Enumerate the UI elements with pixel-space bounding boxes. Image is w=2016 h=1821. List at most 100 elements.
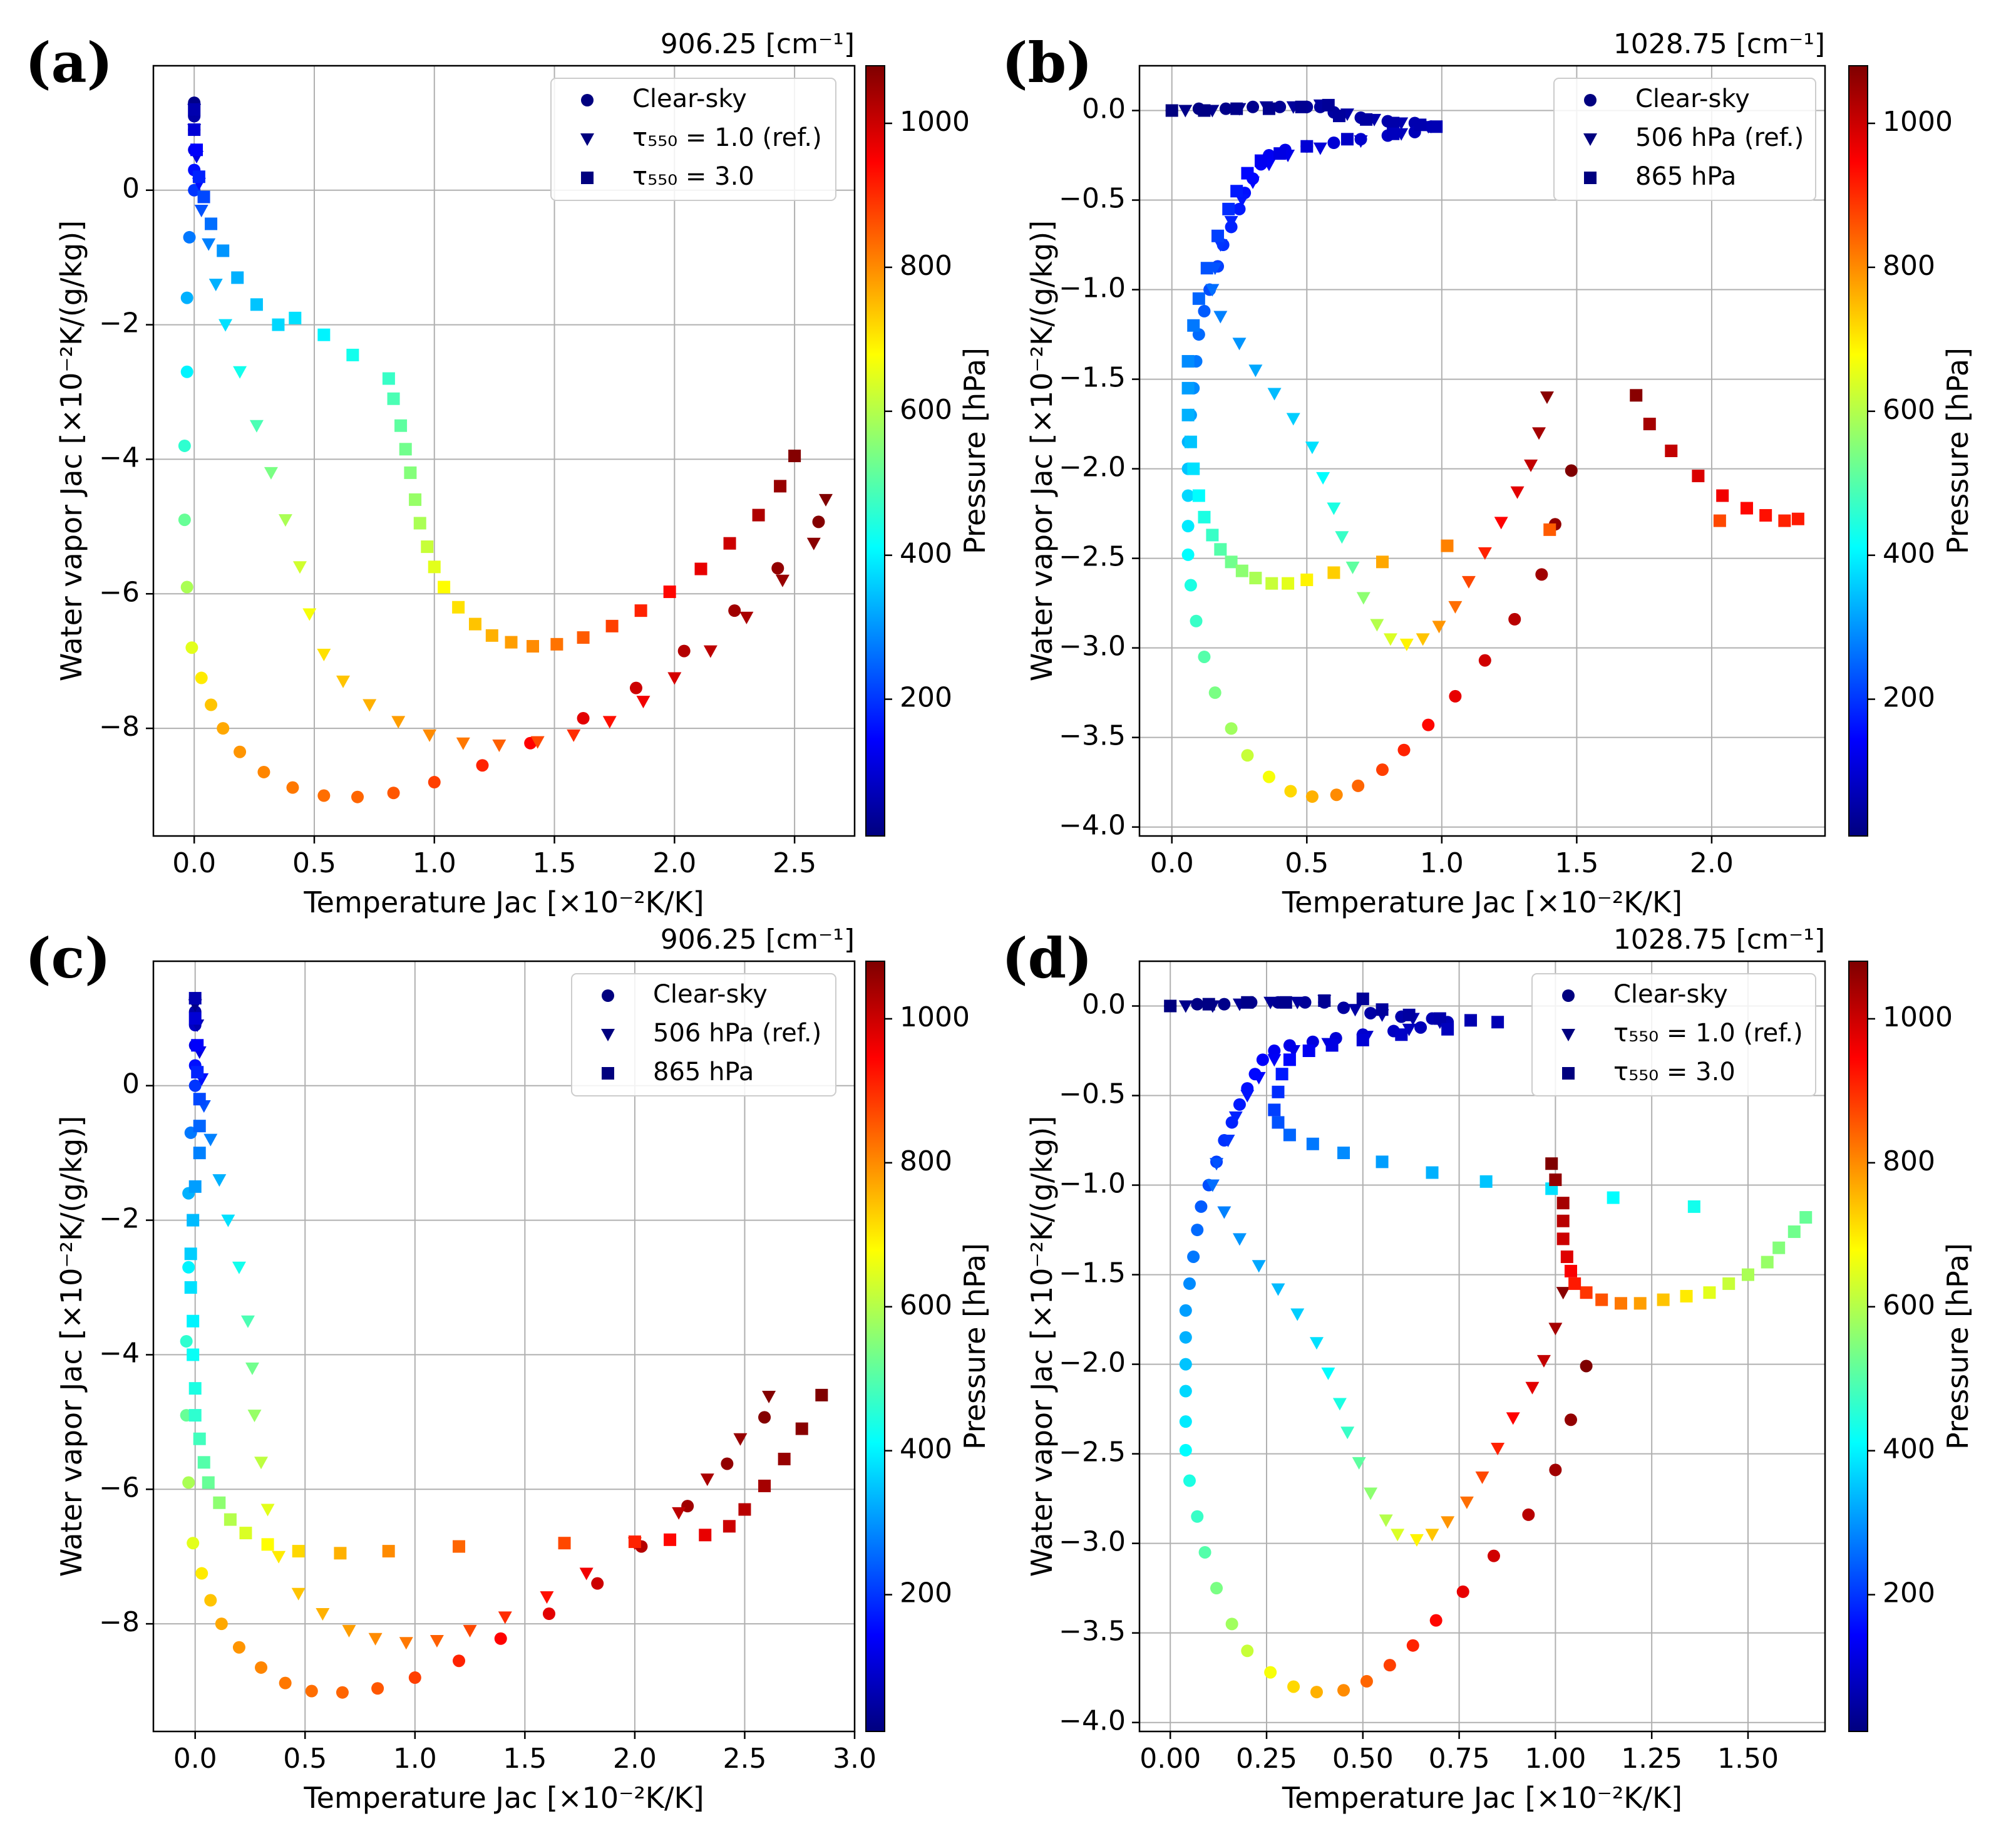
data-point xyxy=(1183,1277,1196,1290)
data-point xyxy=(1414,1021,1427,1034)
data-point xyxy=(190,143,203,157)
legend-entry: 506 hPa (ref.) xyxy=(1635,123,1804,152)
series-circle xyxy=(1164,996,1593,1699)
data-point xyxy=(1426,1166,1439,1179)
data-point xyxy=(1441,1516,1455,1529)
data-point xyxy=(1545,1157,1558,1170)
data-point xyxy=(628,1535,641,1549)
data-point xyxy=(1200,262,1213,275)
data-point xyxy=(1383,633,1397,646)
legend-entry: 865 hPa xyxy=(1635,162,1736,191)
data-point xyxy=(1406,1639,1419,1652)
data-point xyxy=(1190,614,1203,627)
y-tick-label: −2.0 xyxy=(1059,1347,1126,1379)
y-tick-label: −2.5 xyxy=(1059,541,1126,573)
data-point xyxy=(1290,996,1305,1009)
data-point xyxy=(247,1410,262,1423)
wavenumber-title: 1028.75 [cm⁻¹] xyxy=(1613,28,1825,60)
data-point xyxy=(1198,510,1211,524)
data-point xyxy=(212,1174,227,1187)
data-point xyxy=(1387,116,1400,130)
data-point xyxy=(468,617,481,631)
data-point xyxy=(197,1456,210,1469)
data-point xyxy=(1249,572,1262,585)
x-tick-label: 1.0 xyxy=(393,1743,437,1775)
data-point xyxy=(1224,215,1238,229)
data-point xyxy=(1283,1128,1296,1142)
x-tick-label: 0.5 xyxy=(292,847,336,879)
data-point xyxy=(1535,568,1548,581)
data-point xyxy=(1228,1111,1243,1124)
data-point xyxy=(421,540,434,554)
data-point xyxy=(1241,996,1254,1009)
data-point xyxy=(1395,1028,1408,1041)
data-point xyxy=(1284,785,1297,798)
data-point xyxy=(1391,1529,1405,1542)
data-point xyxy=(382,372,395,385)
data-point xyxy=(1376,763,1389,776)
data-point xyxy=(577,712,590,725)
data-point xyxy=(1225,555,1238,569)
data-point xyxy=(188,1409,202,1422)
data-point xyxy=(1657,1293,1670,1306)
legend-marker-square xyxy=(602,1067,614,1080)
colorbar-tick-label: 800 xyxy=(900,250,952,282)
data-point xyxy=(700,1473,714,1487)
data-point xyxy=(1448,601,1463,614)
data-point xyxy=(1179,1331,1192,1344)
data-point xyxy=(1187,1250,1200,1263)
data-point xyxy=(1364,1487,1378,1500)
data-point xyxy=(1787,1225,1801,1238)
legend-entry: τ₅₅₀ = 3.0 xyxy=(632,162,754,191)
y-axis-label: Water vapor Jac [×10⁻²K/(g/kg)] xyxy=(54,1116,88,1577)
y-tick-label: −4.0 xyxy=(1059,810,1126,842)
y-tick-label: −1.5 xyxy=(1059,362,1126,394)
data-point xyxy=(1271,1283,1285,1296)
wavenumber-title: 1028.75 [cm⁻¹] xyxy=(1613,924,1825,956)
data-point xyxy=(494,1632,507,1645)
data-point xyxy=(278,514,292,527)
x-tick-label: 2.5 xyxy=(773,847,816,879)
data-point xyxy=(1402,1023,1416,1036)
data-point xyxy=(399,443,412,456)
data-point xyxy=(1230,102,1243,115)
x-tick-label: 0.0 xyxy=(172,847,216,879)
data-point xyxy=(1568,1277,1581,1290)
data-point xyxy=(363,699,377,712)
series-triangle xyxy=(1178,994,1570,1547)
data-point xyxy=(1225,1617,1238,1631)
data-point xyxy=(195,671,208,684)
data-point xyxy=(774,480,787,493)
data-point xyxy=(558,1537,571,1550)
data-point xyxy=(187,1537,200,1550)
colorbar-tick-label: 400 xyxy=(900,538,952,570)
legend-entry: Clear-sky xyxy=(1635,85,1750,113)
data-point xyxy=(404,466,417,479)
legend-box xyxy=(571,973,836,1096)
x-tick-label: 2.5 xyxy=(723,1743,766,1775)
data-point xyxy=(1580,1359,1593,1373)
data-point xyxy=(428,776,441,789)
panel-2: (b) 1028.75 [cm⁻¹] 0.0 0.5 1.0 1.5 2.0 −4.0 −3.5… xyxy=(1002,28,1975,919)
y-axis-label: Water vapor Jac [×10⁻²K/(g/kg)] xyxy=(1025,1116,1059,1577)
y-tick-label: −2.5 xyxy=(1059,1437,1126,1468)
data-point xyxy=(1478,654,1491,667)
panel-label: (d) xyxy=(1002,926,1093,991)
data-point xyxy=(317,328,331,341)
data-point xyxy=(1225,722,1238,735)
data-point xyxy=(1327,566,1340,579)
data-point xyxy=(1179,1304,1192,1317)
x-tick-label: 0.5 xyxy=(283,1743,327,1775)
legend: Clear-sky τ₅₅₀ = 1.0 (ref.) τ₅₅₀ = 3.0 xyxy=(550,78,836,201)
data-point xyxy=(391,716,406,729)
data-points xyxy=(1164,993,1813,1699)
x-tick-label: 0.0 xyxy=(173,1743,217,1775)
colorbar-label: Pressure [hPa] xyxy=(958,1243,992,1450)
y-tick-label: −3.5 xyxy=(1059,1616,1126,1648)
legend-entry: Clear-sky xyxy=(1613,980,1728,1009)
data-point xyxy=(1414,118,1427,132)
legend-box xyxy=(1531,973,1816,1096)
data-point xyxy=(1268,1103,1281,1117)
data-point xyxy=(245,1362,259,1375)
